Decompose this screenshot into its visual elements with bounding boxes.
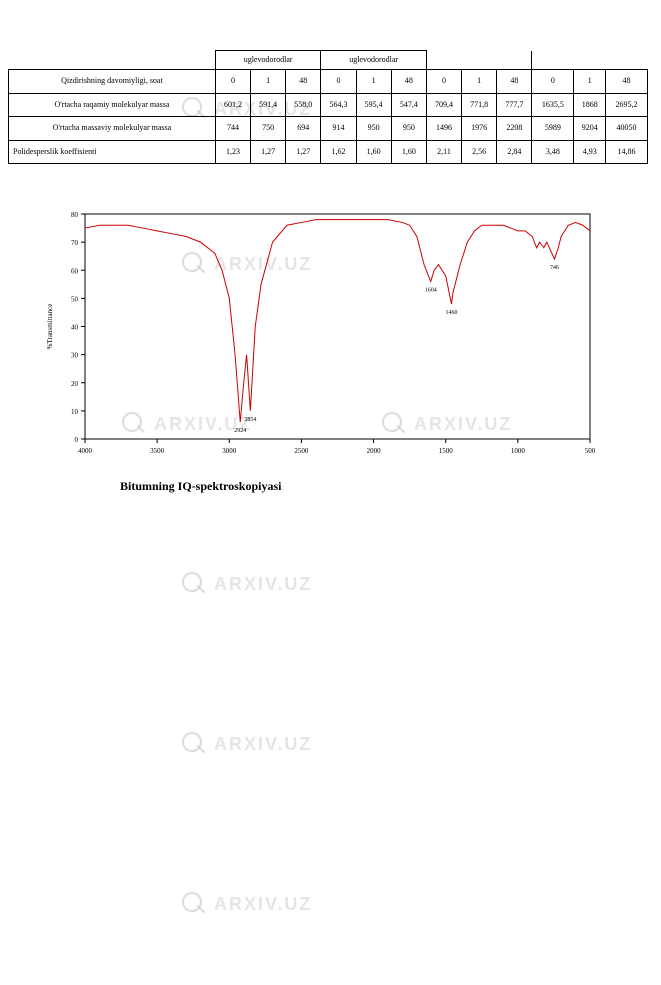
svg-text:70: 70 [71, 239, 79, 247]
sub-header-label: Qizdirishning davomiyligi, soat [9, 70, 216, 93]
ir-spectrum-chart: 4000 3500 3000 2500 2000 1500 1000 500 0 10 20 30 40… [40, 204, 600, 469]
row-label-cell: O'rtacha massaviy molekulyar massa [9, 117, 216, 140]
svg-text:0: 0 [75, 436, 79, 444]
data-cell: 2,84 [497, 140, 532, 163]
data-cell: 1,23 [215, 140, 250, 163]
data-cell: 1,60 [391, 140, 426, 163]
data-cell: 1868 [574, 93, 606, 116]
sub-header-cell: 48 [286, 70, 321, 93]
data-cell: 40050 [606, 117, 648, 140]
sub-header-cell: 1 [356, 70, 391, 93]
data-cell: 694 [286, 117, 321, 140]
data-cell: 5989 [532, 117, 574, 140]
data-cell: 771,8 [462, 93, 497, 116]
svg-text:40: 40 [71, 323, 79, 331]
svg-text:746: 746 [550, 265, 559, 271]
svg-text:%Transmittance: %Transmittance [46, 304, 54, 350]
sub-header-cell: 48 [606, 70, 648, 93]
group-header-cell [9, 51, 216, 70]
svg-text:1500: 1500 [439, 447, 454, 455]
sub-header-cell: 1 [462, 70, 497, 93]
svg-text:1604: 1604 [425, 287, 437, 293]
data-cell: 3,48 [532, 140, 574, 163]
data-cell: 709,4 [426, 93, 461, 116]
data-cell: 2,56 [462, 140, 497, 163]
svg-text:2000: 2000 [367, 447, 382, 455]
svg-text:80: 80 [71, 211, 79, 219]
data-cell: 1,60 [356, 140, 391, 163]
data-table: uglevodorodlaruglevodorodlar Qizdirishni… [8, 50, 648, 164]
table-group-header-row: uglevodorodlaruglevodorodlar [9, 51, 648, 70]
data-cell: 2208 [497, 117, 532, 140]
svg-text:20: 20 [71, 380, 79, 388]
watermark: ARXIV.UZ [180, 730, 312, 758]
data-cell: 1496 [426, 117, 461, 140]
sub-header-cell: 48 [497, 70, 532, 93]
chart-caption: Bitumning IQ-spektroskopiyasi [120, 479, 661, 494]
svg-text:500: 500 [585, 447, 596, 455]
svg-text:30: 30 [71, 352, 79, 360]
svg-text:1000: 1000 [511, 447, 526, 455]
svg-text:3500: 3500 [150, 447, 165, 455]
group-header-cell: uglevodorodlar [215, 51, 321, 70]
data-cell: 1976 [462, 117, 497, 140]
data-cell: 591,4 [251, 93, 286, 116]
table-sub-header-row: Qizdirishning davomiyligi, soat014801480… [9, 70, 648, 93]
group-header-cell [426, 51, 532, 70]
svg-text:1460: 1460 [445, 310, 457, 316]
data-cell: 2,11 [426, 140, 461, 163]
sub-header-cell: 0 [215, 70, 250, 93]
sub-header-cell: 0 [532, 70, 574, 93]
data-cell: 777,7 [497, 93, 532, 116]
svg-text:2500: 2500 [294, 447, 309, 455]
group-header-cell: uglevodorodlar [321, 51, 427, 70]
svg-text:4000: 4000 [78, 447, 93, 455]
data-cell: 564,3 [321, 93, 356, 116]
table-row: O'rtacha raqamiy molekulyar massa601,259… [9, 93, 648, 116]
data-cell: 4,93 [574, 140, 606, 163]
svg-text:50: 50 [71, 295, 79, 303]
data-cell: 950 [356, 117, 391, 140]
data-cell: 1,27 [251, 140, 286, 163]
data-cell: 914 [321, 117, 356, 140]
data-cell: 601,2 [215, 93, 250, 116]
data-cell: 950 [391, 117, 426, 140]
data-cell: 744 [215, 117, 250, 140]
data-cell: 547,4 [391, 93, 426, 116]
svg-text:3000: 3000 [222, 447, 237, 455]
group-header-cell [532, 51, 648, 70]
svg-text:10: 10 [71, 408, 79, 416]
row-label-cell: O'rtacha raqamiy molekulyar massa [9, 93, 216, 116]
row-label-cell: Polidesperslik koeffisienti [9, 140, 216, 163]
data-cell: 9204 [574, 117, 606, 140]
data-cell: 2695,2 [606, 93, 648, 116]
watermark: ARXIV.UZ [180, 570, 312, 598]
data-cell: 558,0 [286, 93, 321, 116]
sub-header-cell: 48 [391, 70, 426, 93]
table-row: O'rtacha massaviy molekulyar massa744750… [9, 117, 648, 140]
watermark: ARXIV.UZ [180, 890, 312, 918]
sub-header-cell: 0 [426, 70, 461, 93]
data-cell: 595,4 [356, 93, 391, 116]
svg-text:2924: 2924 [234, 428, 246, 434]
table-body: O'rtacha raqamiy molekulyar massa601,259… [9, 93, 648, 163]
svg-text:2854: 2854 [244, 417, 256, 423]
chart-svg: 4000 3500 3000 2500 2000 1500 1000 500 0 10 20 30 40… [40, 204, 600, 464]
table-row: Polidesperslik koeffisienti1,231,271,271… [9, 140, 648, 163]
data-cell: 1,27 [286, 140, 321, 163]
sub-header-cell: 0 [321, 70, 356, 93]
data-cell: 750 [251, 117, 286, 140]
svg-text:60: 60 [71, 267, 79, 275]
sub-header-cell: 1 [574, 70, 606, 93]
data-cell: 14,86 [606, 140, 648, 163]
sub-header-cell: 1 [251, 70, 286, 93]
data-cell: 1,62 [321, 140, 356, 163]
data-cell: 1635,5 [532, 93, 574, 116]
